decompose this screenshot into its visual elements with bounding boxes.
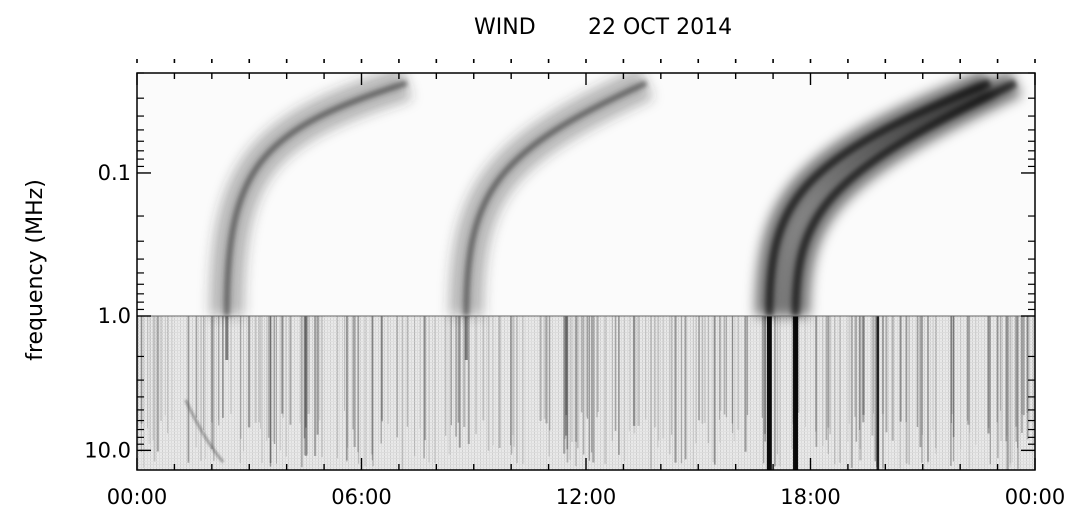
high-frequency-band: [137, 316, 1035, 470]
x-axis: 00:00 06:00 12:00 18:00 00:00: [107, 59, 1066, 509]
burst-core: [765, 79, 991, 317]
y-axis: 0.1 1.0 10.0: [84, 72, 1035, 462]
y-tick-label: 10.0: [84, 438, 131, 462]
y-axis-label: frequency (MHz): [23, 179, 48, 361]
x-tick-label: 18:00: [780, 485, 841, 509]
y-tick-label: 1.0: [98, 304, 131, 328]
chart-title-instrument: WIND: [474, 15, 536, 40]
diagonal-feature: [184, 399, 225, 463]
x-tick-label: 06:00: [331, 485, 392, 509]
burst-streaks: [137, 73, 1035, 470]
chart-title-date: 22 OCT 2014: [588, 15, 732, 40]
burst-core: [463, 80, 648, 317]
x-tick-label: 12:00: [556, 485, 617, 509]
burst-core: [791, 79, 1018, 317]
plot-area: [137, 73, 1035, 470]
x-tick-label: 00:00: [1005, 485, 1066, 509]
x-tick-label: 00:00: [107, 485, 168, 509]
y-tick-label: 0.1: [98, 161, 131, 185]
burst-core: [223, 80, 408, 317]
